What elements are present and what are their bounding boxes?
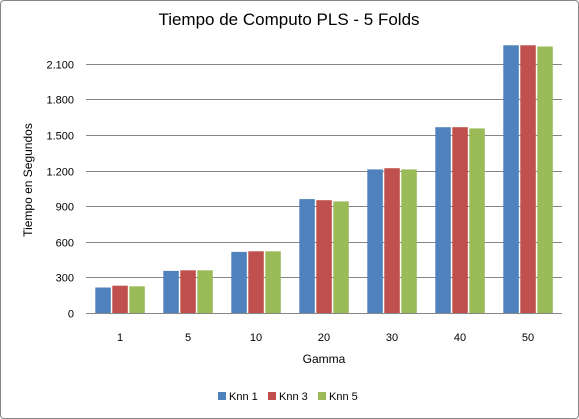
y-tick-label: 300 xyxy=(56,273,74,285)
bar xyxy=(95,287,111,313)
x-tick-label: 50 xyxy=(522,332,534,344)
bar xyxy=(129,286,145,313)
x-tick-label: 30 xyxy=(386,332,398,344)
bar xyxy=(469,128,485,313)
bar xyxy=(197,270,213,313)
y-tick-label: 1.200 xyxy=(46,167,74,179)
legend-label: Knn 3 xyxy=(279,391,308,403)
bar xyxy=(435,127,451,313)
bar xyxy=(231,251,247,313)
legend-swatch xyxy=(268,392,276,400)
bar xyxy=(452,127,468,313)
legend-swatch xyxy=(218,392,226,400)
x-tick-label: 40 xyxy=(454,332,466,344)
bars xyxy=(95,45,553,314)
x-tick-label: 20 xyxy=(318,332,330,344)
bar xyxy=(163,270,179,313)
bar xyxy=(299,199,315,313)
legend-label: Knn 1 xyxy=(229,391,258,403)
y-tick-label: 0 xyxy=(68,309,74,321)
bar xyxy=(180,270,196,313)
y-tick-labels: 0 300 600 900 1.200 1.500 1.800 2.100 xyxy=(46,60,74,321)
x-tick-label: 10 xyxy=(250,332,262,344)
y-axis-title: Tiempo en Segundos xyxy=(21,123,35,237)
y-tick-label: 1.800 xyxy=(46,95,74,107)
y-tick-label: 600 xyxy=(56,238,74,250)
bar xyxy=(520,45,536,314)
x-tick-labels: 1 5 10 20 30 40 50 xyxy=(117,332,534,344)
x-axis-title: Gamma xyxy=(303,352,346,366)
bar xyxy=(367,169,383,313)
chart-title: Tiempo de Computo PLS - 5 Folds xyxy=(158,10,419,29)
legend-swatch xyxy=(318,392,326,400)
bar xyxy=(265,251,281,313)
bar xyxy=(248,251,264,313)
bar xyxy=(316,200,332,313)
bar xyxy=(503,45,519,314)
y-tick-label: 900 xyxy=(56,202,74,214)
x-tick-label: 1 xyxy=(117,332,123,344)
y-tick-label: 2.100 xyxy=(46,60,74,72)
y-tick-label: 1.500 xyxy=(46,131,74,143)
bar xyxy=(401,169,417,313)
bar xyxy=(537,46,553,313)
bar xyxy=(333,201,349,313)
legend: Knn 1 Knn 3 Knn 5 xyxy=(218,391,358,403)
bar xyxy=(112,285,128,313)
x-tick-label: 5 xyxy=(185,332,191,344)
bar xyxy=(384,168,400,313)
legend-label: Knn 5 xyxy=(329,391,358,403)
